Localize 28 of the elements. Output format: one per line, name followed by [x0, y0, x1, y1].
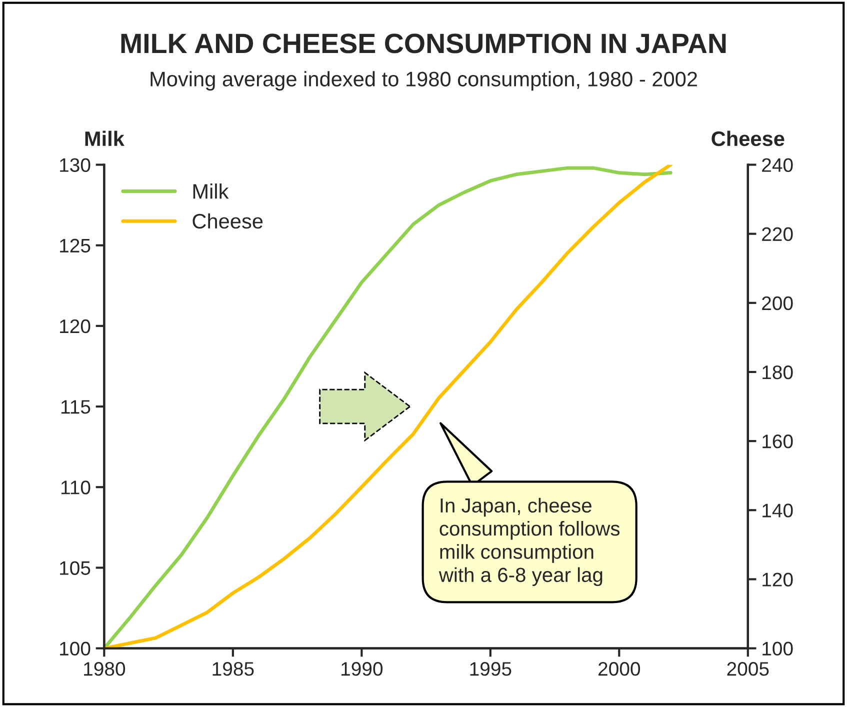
- y-tick-label: 115: [61, 400, 90, 414]
- y2-tick-label: 120: [762, 572, 793, 586]
- y2-tick-label: 180: [762, 365, 793, 380]
- legend-label: Cheese: [192, 213, 263, 229]
- y2-tick-label: 240: [762, 158, 793, 172]
- y-tick-label: 105: [60, 561, 90, 575]
- legend-label: Milk: [193, 183, 229, 199]
- y-tick-label: 110: [61, 480, 90, 494]
- chart-subtitle: Moving average indexed to 1980 consumption, 1980 - 2002: [150, 71, 697, 91]
- y-tick-label: 120: [60, 319, 90, 334]
- y-axis-title: Milk: [85, 130, 124, 146]
- x-tick-label: 2005: [727, 662, 769, 676]
- y2-tick-label: 220: [762, 227, 793, 242]
- x-tick-label: 1990: [342, 662, 383, 676]
- y2-tick-label: 100: [762, 642, 793, 656]
- x-tick-label: 1995: [470, 662, 512, 676]
- annotation: In Japan, cheese consumption follows milk consumption with a 6-8 year lag: [438, 498, 620, 586]
- y2-tick-label: 200: [762, 296, 793, 310]
- y2-tick-label: 160: [762, 434, 793, 448]
- y2-axis-title: Cheese: [712, 130, 784, 146]
- chart-title: MILK AND CHEESE CONSUMPTION IN JAPAN: [121, 34, 726, 54]
- x-tick-label: 2000: [598, 662, 640, 676]
- x-tick-label: 1985: [212, 662, 254, 676]
- y-tick-label: 130: [60, 158, 90, 172]
- y-tick-label: 100: [60, 642, 90, 656]
- x-tick-label: 1980: [84, 662, 126, 676]
- y-tick-label: 125: [60, 238, 90, 253]
- y2-tick-label: 140: [762, 504, 793, 518]
